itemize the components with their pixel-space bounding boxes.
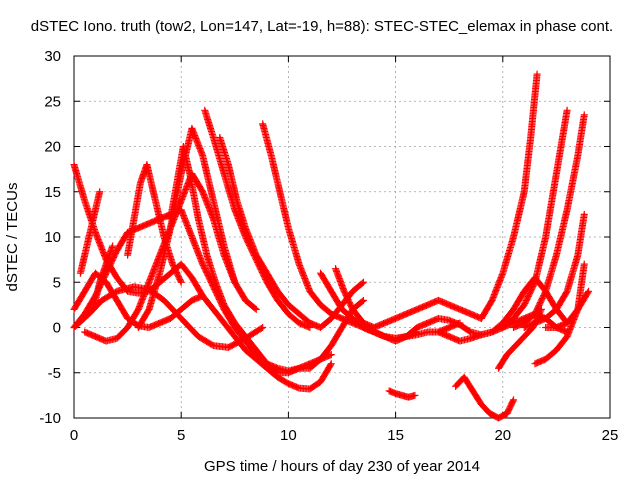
series-sat-g — [89, 242, 117, 313]
data-points — [70, 70, 593, 422]
x-tick-label: 10 — [280, 427, 297, 444]
data-point — [584, 289, 592, 297]
data-point — [563, 106, 571, 114]
y-axis-title: dSTEC / TECUs — [4, 183, 21, 292]
series-sat-u — [477, 70, 541, 322]
chart-title: dSTEC Iono. truth (tow2, Lon=147, Lat=-1… — [31, 18, 613, 35]
axis-ticks: 0 5 10 15 20 25 -10 -5 0 5 10 15 20 25 30 — [39, 48, 618, 444]
x-tick-label: 5 — [177, 427, 185, 444]
series-sat-s — [452, 373, 518, 422]
data-point — [580, 111, 588, 119]
data-point — [177, 277, 185, 285]
data-point — [533, 70, 541, 78]
series-sat-t — [495, 305, 545, 372]
series-sat-c — [76, 188, 104, 277]
data-point — [109, 242, 117, 250]
series-sat-r — [434, 305, 518, 345]
series-sat-j — [166, 143, 335, 377]
grid — [74, 56, 610, 418]
y-tick-label: -10 — [39, 410, 61, 427]
data-point — [358, 297, 366, 305]
data-point — [580, 210, 588, 218]
data-point — [358, 279, 366, 287]
y-tick-label: -5 — [48, 365, 61, 382]
data-point — [563, 319, 571, 327]
data-point — [359, 278, 367, 286]
series-sat-l — [216, 133, 367, 331]
x-tick-label: 20 — [494, 427, 511, 444]
data-point — [257, 324, 265, 332]
data-point — [510, 396, 518, 404]
y-tick-label: 25 — [44, 93, 61, 110]
series-sat-h — [124, 161, 185, 286]
data-point — [199, 292, 207, 300]
data-point — [411, 391, 419, 399]
data-point — [96, 188, 104, 196]
series-sat-q — [385, 387, 419, 401]
series-sat-aa — [510, 274, 571, 327]
data-point — [562, 318, 570, 326]
data-point — [251, 304, 259, 312]
y-tick-label: 5 — [53, 274, 61, 291]
data-point — [585, 287, 593, 295]
data-point — [359, 296, 367, 304]
data-point — [252, 305, 260, 313]
series-sat-n — [317, 269, 464, 342]
data-point — [580, 260, 588, 268]
data-point — [327, 360, 335, 368]
x-tick-label: 15 — [387, 427, 404, 444]
y-tick-label: 20 — [44, 139, 61, 156]
y-tick-label: 0 — [53, 320, 61, 337]
x-tick-label: 25 — [602, 427, 619, 444]
data-point — [259, 324, 267, 331]
series-sat-i — [134, 124, 239, 331]
y-tick-label: 10 — [44, 229, 61, 246]
x-tick-label: 0 — [70, 427, 78, 444]
data-point — [231, 278, 239, 286]
data-point — [327, 361, 335, 369]
y-tick-label: 15 — [44, 184, 61, 201]
y-tick-label: 30 — [44, 48, 61, 65]
data-point — [177, 278, 185, 286]
data-point — [509, 397, 517, 405]
x-axis-title: GPS time / hours of day 230 of year 2014 — [204, 458, 480, 475]
data-point — [327, 351, 335, 359]
